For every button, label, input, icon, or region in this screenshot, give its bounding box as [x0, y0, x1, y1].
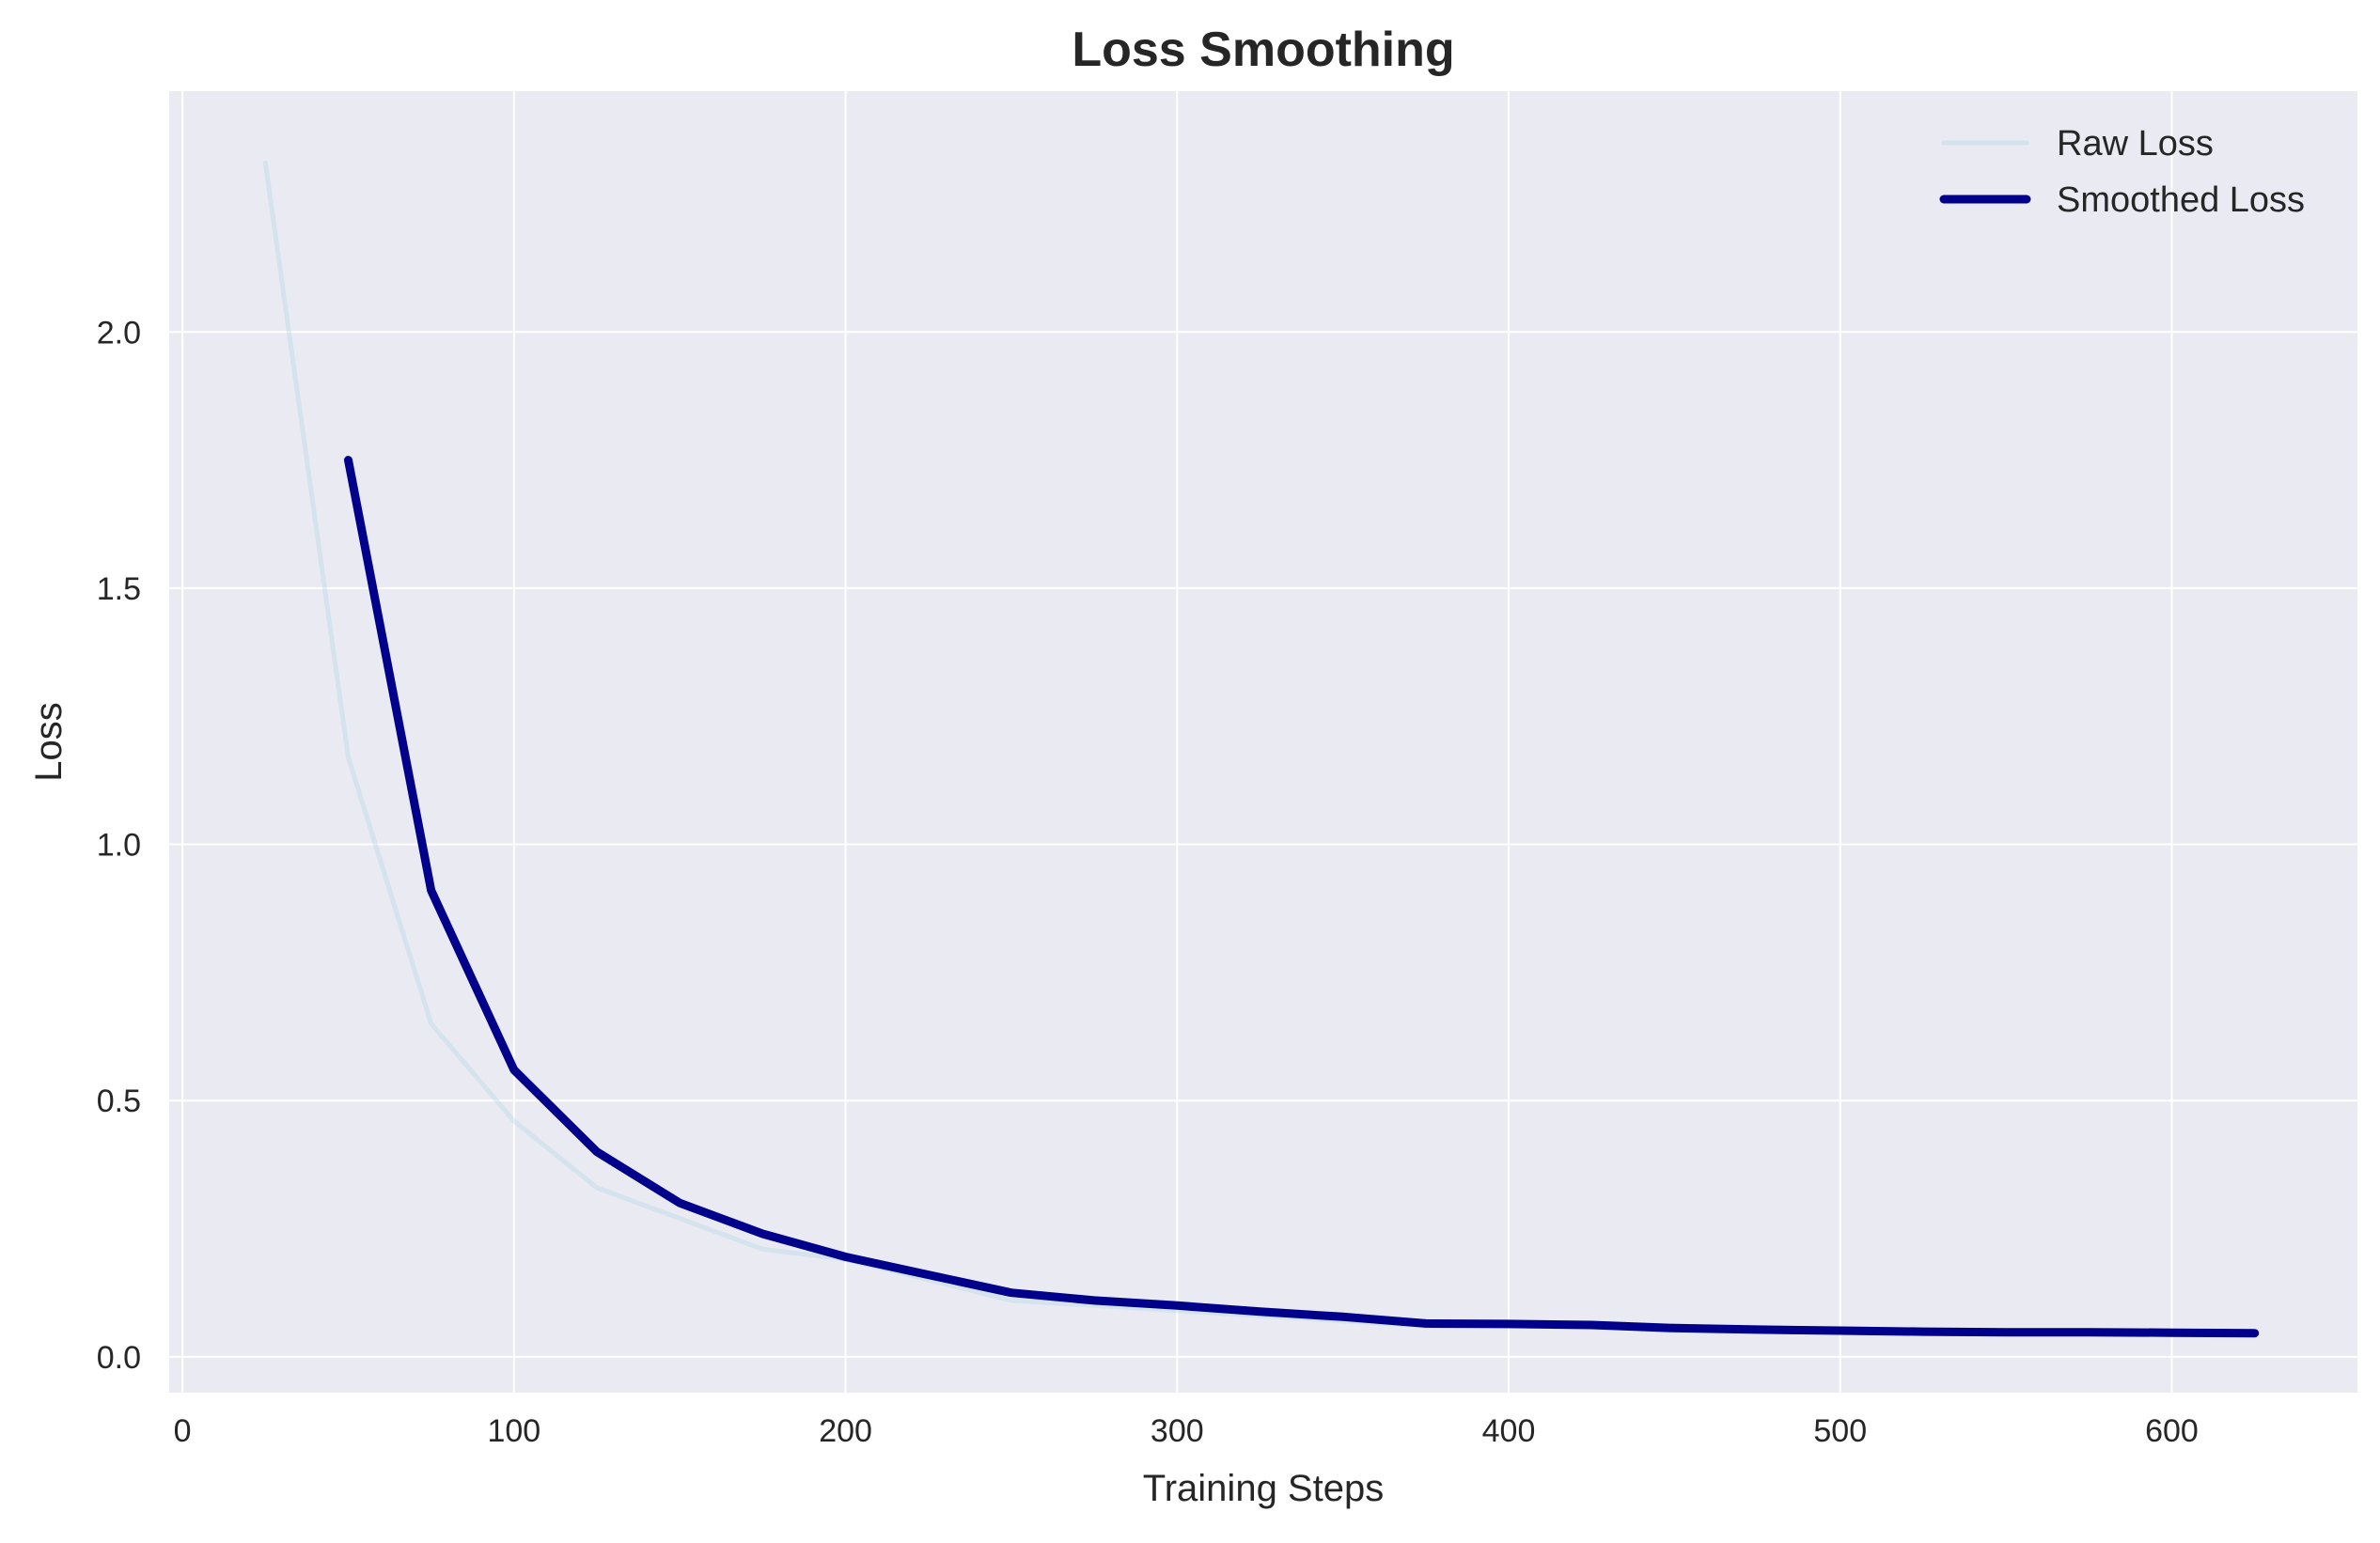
y-axis-label: Loss [28, 702, 70, 782]
tick-labels: 0 100 200 300 400 500 600 0.0 0.5 1.0 1.5 2.0 [97, 315, 2199, 1449]
x-tick-label: 400 [1482, 1413, 1536, 1449]
y-tick-label: 0.0 [97, 1340, 141, 1376]
x-tick-label: 100 [487, 1413, 540, 1449]
chart-title: Loss Smoothing [1072, 23, 1454, 77]
x-tick-label: 300 [1151, 1413, 1204, 1449]
y-tick-label: 0.5 [97, 1083, 141, 1119]
x-axis-label: Training Steps [1143, 1468, 1384, 1509]
legend: Raw Loss Smoothed Loss [1939, 124, 2305, 220]
legend-label-smoothed-loss: Smoothed Loss [2057, 180, 2305, 220]
x-tick-label: 0 [174, 1413, 192, 1449]
series-lines [262, 160, 2260, 1338]
y-tick-label: 1.5 [97, 571, 141, 607]
series-line-smoothed-loss [344, 456, 2260, 1338]
x-tick-label: 600 [2145, 1413, 2199, 1449]
plot-area [169, 91, 2357, 1393]
legend-label-raw-loss: Raw Loss [2057, 124, 2214, 164]
x-tick-label: 500 [1813, 1413, 1867, 1449]
x-tick-label: 200 [819, 1413, 872, 1449]
grid-lines [169, 91, 2357, 1393]
y-tick-label: 2.0 [97, 315, 141, 351]
y-tick-label: 1.0 [97, 828, 141, 864]
